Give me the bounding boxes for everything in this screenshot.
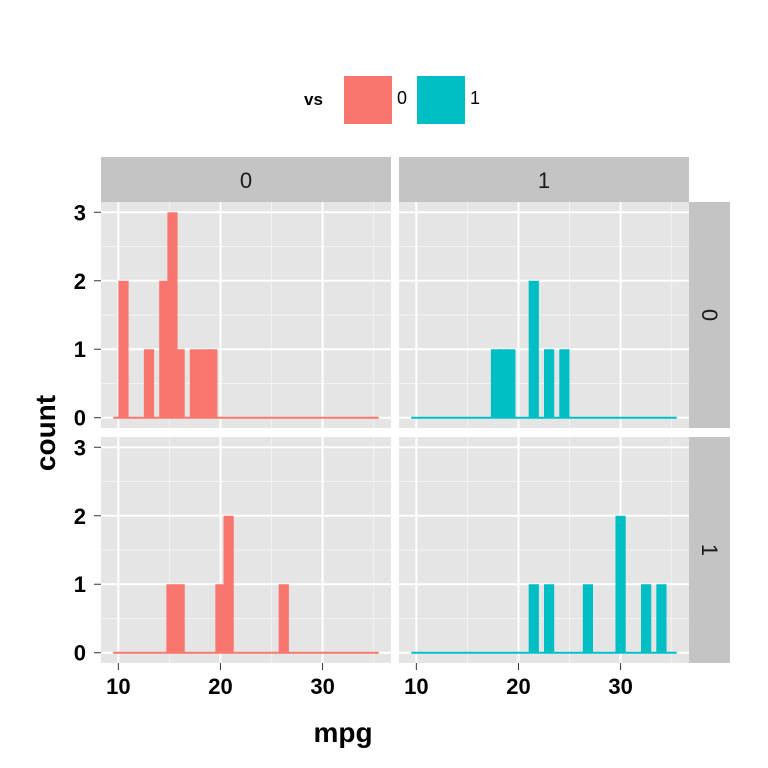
y-tick-label: 2 xyxy=(74,269,86,294)
bar-1-2 xyxy=(505,349,516,418)
x-tick-label: 10 xyxy=(106,674,130,699)
bar-1-3 xyxy=(528,280,539,418)
bar-3-4 xyxy=(641,584,652,653)
bar-2-0 xyxy=(166,584,177,653)
bar-1-0 xyxy=(490,349,502,418)
bar-0-2 xyxy=(159,280,170,418)
row-strip-label-0: 0 xyxy=(697,309,722,321)
bar-0-6 xyxy=(200,349,211,418)
x-axis-title: mpg xyxy=(313,717,372,748)
col-strip-0 xyxy=(101,157,391,202)
x-tick-label: 30 xyxy=(310,674,334,699)
bar-1-5 xyxy=(559,349,570,418)
bar-2-1 xyxy=(174,584,185,653)
bar-0-0 xyxy=(118,280,129,418)
y-tick-label: 3 xyxy=(74,435,86,460)
bar-0-4 xyxy=(174,349,185,418)
y-axis-title: count xyxy=(30,395,61,471)
x-tick-label: 20 xyxy=(208,674,232,699)
bar-3-1 xyxy=(544,584,555,653)
legend: vs 0 1 xyxy=(0,76,768,124)
x-tick-label: 10 xyxy=(404,674,428,699)
col-strip-1 xyxy=(399,157,689,202)
legend-key-0 xyxy=(344,76,392,124)
y-tick-label: 1 xyxy=(74,572,86,597)
bar-2-3 xyxy=(223,515,234,653)
bar-0-5 xyxy=(189,349,201,418)
y-tick-label: 1 xyxy=(74,337,86,362)
legend-key-1 xyxy=(417,76,465,124)
y-tick-label: 2 xyxy=(74,504,86,529)
bar-0-7 xyxy=(207,349,218,418)
legend-title: vs xyxy=(304,90,323,109)
legend-label-1: 1 xyxy=(470,88,481,108)
y-tick-label: 0 xyxy=(74,406,86,431)
legend-label-0: 0 xyxy=(397,88,408,108)
y-tick-label: 0 xyxy=(74,641,86,666)
y-tick-label: 3 xyxy=(74,200,86,225)
bar-3-3 xyxy=(615,515,626,653)
col-strip-label-1: 1 xyxy=(538,168,550,193)
bar-1-4 xyxy=(544,349,555,418)
col-strip-label-0: 0 xyxy=(240,168,252,193)
bar-1-1 xyxy=(498,349,509,418)
bar-2-2 xyxy=(215,584,226,653)
x-tick-label: 30 xyxy=(608,674,632,699)
bar-3-2 xyxy=(582,584,594,653)
bar-3-5 xyxy=(656,584,667,653)
row-strip-1 xyxy=(689,437,730,663)
bar-0-1 xyxy=(143,349,155,418)
x-tick-label: 20 xyxy=(506,674,530,699)
bar-0-3 xyxy=(167,212,178,418)
row-strip-0 xyxy=(689,202,730,428)
bar-2-4 xyxy=(278,584,289,653)
row-strip-label-1: 1 xyxy=(697,544,722,556)
bar-3-0 xyxy=(528,584,539,653)
